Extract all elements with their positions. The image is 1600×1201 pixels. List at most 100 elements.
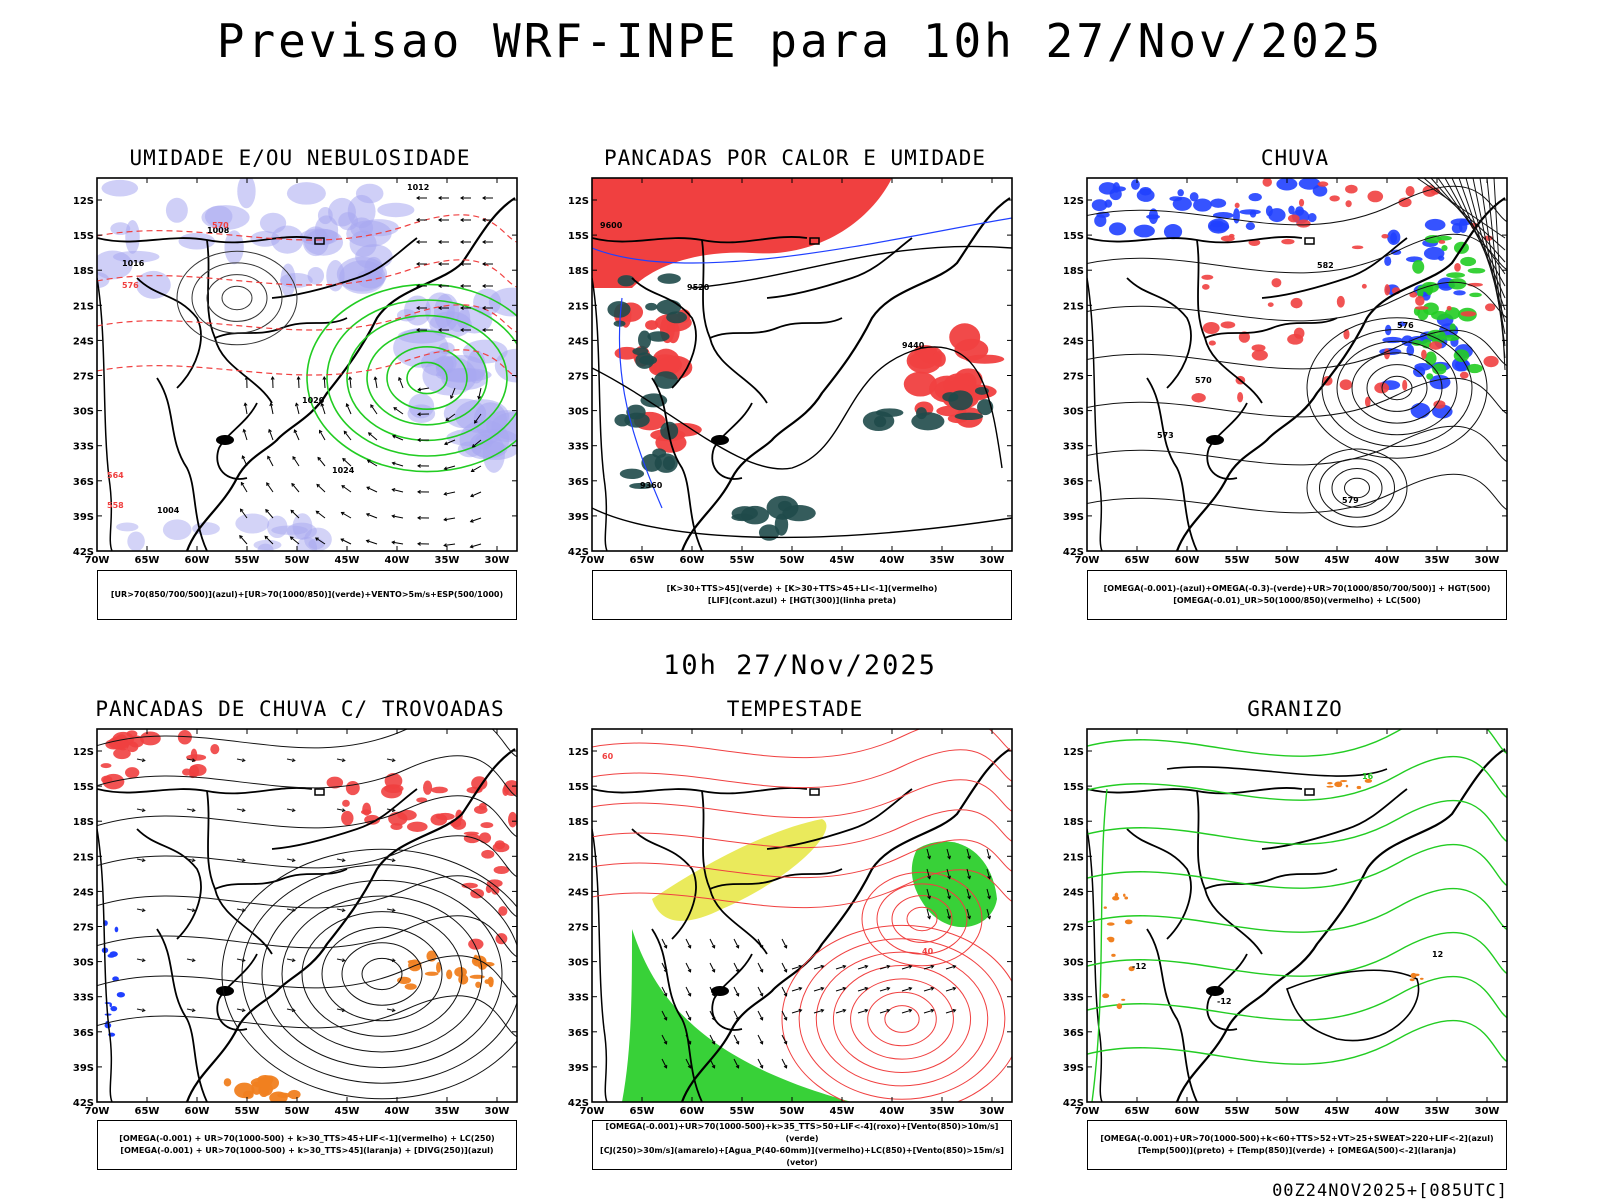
lat-tick-label: 33S (73, 442, 94, 453)
lat-tick-label: 24S (1063, 887, 1084, 898)
lon-tick-label: 65W (630, 1106, 655, 1117)
lon-tick-label: 65W (1125, 1106, 1150, 1117)
lat-tick-label: 33S (73, 993, 94, 1004)
legend-chuva: [OMEGA(-0.001)-(azul)+OMEGA(-0.3)-(verde… (1087, 570, 1507, 620)
lat-tick-label: 24S (73, 336, 94, 347)
lon-tick-label: 45W (335, 555, 360, 566)
lat-tick-label: 21S (73, 852, 94, 863)
lon-tick-label: 60W (185, 1106, 210, 1117)
lat-tick-label: 36S (1063, 477, 1084, 488)
legend-tempestade: [OMEGA(-0.001)+UR>70(1000-500)+k>35_TTS>… (592, 1120, 1012, 1170)
lat-tick-label: 30S (568, 958, 589, 969)
lon-tick-label: 50W (780, 555, 805, 566)
map-frame (1087, 729, 1507, 1102)
lat-tick-label: 21S (568, 852, 589, 863)
map-frame (1087, 178, 1507, 551)
lon-tick-label: 30W (980, 555, 1005, 566)
lon-tick-label: 65W (630, 555, 655, 566)
map-frame (592, 729, 1012, 1102)
lat-tick-label: 12S (568, 196, 589, 207)
lat-tick-label: 30S (73, 958, 94, 969)
lon-tick-label: 40W (1375, 555, 1400, 566)
lon-tick-label: 65W (1125, 555, 1150, 566)
lat-tick-label: 36S (73, 477, 94, 488)
lon-tick-label: 45W (830, 555, 855, 566)
lat-tick-label: 18S (568, 266, 589, 277)
lat-tick-label: 12S (73, 747, 94, 758)
lat-tick-label: 27S (73, 372, 94, 383)
lon-tick-label: 50W (285, 555, 310, 566)
lon-tick-label: 30W (1475, 555, 1500, 566)
lon-tick-label: 55W (1225, 1106, 1250, 1117)
lon-tick-label: 40W (880, 1106, 905, 1117)
lon-tick-label: 30W (485, 555, 510, 566)
lat-tick-label: 27S (568, 923, 589, 934)
lat-tick-label: 27S (73, 923, 94, 934)
lat-tick-label: 36S (1063, 1028, 1084, 1039)
lat-tick-label: 24S (568, 336, 589, 347)
lon-tick-label: 60W (680, 555, 705, 566)
legend-umidade: [UR>70(850/700/500)](azul)+[UR>70(1000/8… (97, 570, 517, 620)
legend-line: [UR>70(850/700/500)](azul)+[UR>70(1000/8… (111, 589, 503, 601)
lat-tick-label: 39S (1063, 512, 1084, 523)
legend-pancadas-calor: [K>30+TTS>45](verde) + [K>30+TTS>45+LI<-… (592, 570, 1012, 620)
lon-tick-label: 35W (1425, 1106, 1450, 1117)
lon-tick-label: 70W (1075, 555, 1100, 566)
lat-tick-label: 39S (568, 1063, 589, 1074)
legend-line: [CJ(250)>30m/s](amarelo)+[Agua_P(40-60mm… (593, 1145, 1011, 1169)
legend-line: [OMEGA(-0.001)-(azul)+OMEGA(-0.3)-(verde… (1104, 583, 1491, 595)
legend-trovoadas: [OMEGA(-0.001) + UR>70(1000-500) + k>30_… (97, 1120, 517, 1170)
lon-tick-label: 70W (85, 1106, 110, 1117)
lon-tick-label: 50W (1275, 555, 1300, 566)
lat-tick-label: 33S (1063, 993, 1084, 1004)
lon-tick-label: 60W (1175, 1106, 1200, 1117)
map-frame (97, 729, 517, 1102)
lon-tick-label: 55W (730, 1106, 755, 1117)
lat-tick-label: 21S (1063, 301, 1084, 312)
lat-tick-label: 12S (73, 196, 94, 207)
lat-tick-label: 12S (1063, 196, 1084, 207)
legend-line: [OMEGA(-0.01)_UR>50(1000/850)(vermelho) … (1173, 595, 1421, 607)
lat-tick-label: 30S (1063, 958, 1084, 969)
lat-tick-label: 33S (1063, 442, 1084, 453)
lon-tick-label: 35W (1425, 555, 1450, 566)
lat-tick-label: 18S (568, 817, 589, 828)
lon-tick-label: 50W (1275, 1106, 1300, 1117)
lat-tick-label: 18S (73, 817, 94, 828)
lon-tick-label: 70W (580, 1106, 605, 1117)
lon-tick-label: 55W (235, 555, 260, 566)
lon-tick-label: 35W (930, 555, 955, 566)
lon-tick-label: 70W (1075, 1106, 1100, 1117)
legend-line: [OMEGA(-0.001)+UR>70(1000-500)+k>35_TTS>… (593, 1121, 1011, 1145)
lat-tick-label: 15S (73, 231, 94, 242)
lat-tick-label: 30S (568, 407, 589, 418)
lon-tick-label: 35W (435, 555, 460, 566)
lat-tick-label: 39S (568, 512, 589, 523)
lat-tick-label: 21S (1063, 852, 1084, 863)
lon-tick-label: 65W (135, 555, 160, 566)
legend-granizo: [OMEGA(-0.001)+UR>70(1000-500)+k<60+TTS>… (1087, 1120, 1507, 1170)
lon-tick-label: 60W (680, 1106, 705, 1117)
legend-line: [OMEGA(-0.001) + UR>70(1000-500) + k>30_… (119, 1133, 494, 1145)
lat-tick-label: 18S (1063, 817, 1084, 828)
lon-tick-label: 45W (830, 1106, 855, 1117)
lon-tick-label: 65W (135, 1106, 160, 1117)
lon-tick-label: 55W (730, 555, 755, 566)
map-frame (97, 178, 517, 551)
lon-tick-label: 30W (1475, 1106, 1500, 1117)
lat-tick-label: 24S (73, 887, 94, 898)
legend-line: [LIF](cont.azul) + [HGT(300)](linha pret… (708, 595, 896, 607)
legend-line: [Temp(500)](preto) + [Temp(850)](verde) … (1138, 1145, 1456, 1157)
lon-tick-label: 55W (1225, 555, 1250, 566)
lat-tick-label: 27S (1063, 372, 1084, 383)
lat-tick-label: 33S (568, 442, 589, 453)
lat-tick-label: 15S (568, 782, 589, 793)
lat-tick-label: 24S (1063, 336, 1084, 347)
lon-tick-label: 40W (385, 1106, 410, 1117)
lon-tick-label: 35W (435, 1106, 460, 1117)
legend-line: [OMEGA(-0.001)+UR>70(1000-500)+k<60+TTS>… (1100, 1133, 1493, 1145)
lat-tick-label: 15S (73, 782, 94, 793)
lon-tick-label: 70W (85, 555, 110, 566)
lat-tick-label: 21S (568, 301, 589, 312)
lat-tick-label: 18S (73, 266, 94, 277)
